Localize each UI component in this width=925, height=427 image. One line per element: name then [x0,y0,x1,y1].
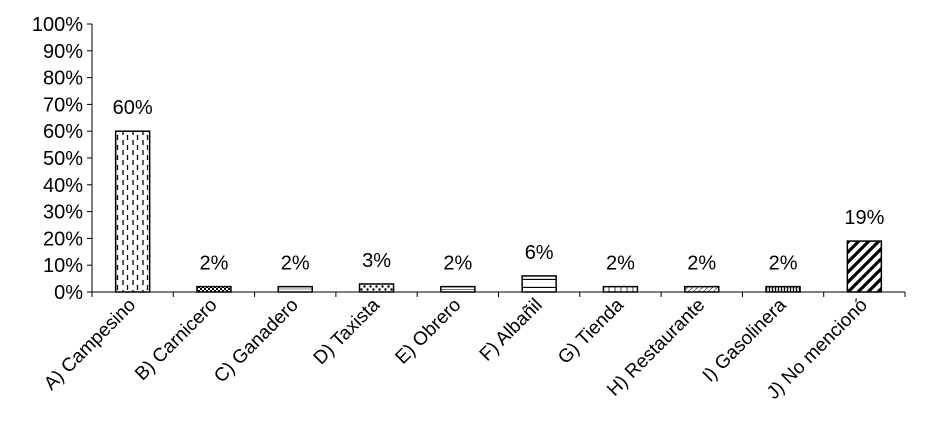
data-label: 19% [844,207,884,229]
bar-6 [521,275,557,293]
y-tick-label: 80% [43,68,83,90]
bar-1 [114,130,151,293]
category-label: G) Tienda [554,294,628,368]
y-tick-label: 60% [43,121,83,143]
category-label: F) Albañil [476,295,547,366]
data-label: 2% [769,253,798,275]
bar-2 [196,285,232,293]
y-tick-label: 10% [43,255,83,277]
data-label: 2% [281,253,310,275]
category-label: D) Taxista [310,294,385,369]
y-tick-label: 40% [43,175,83,197]
data-label: 2% [687,253,716,275]
data-label: 2% [443,253,472,275]
bar-8 [684,285,720,293]
y-tick-label: 0% [54,282,83,304]
bar-3 [277,285,313,293]
category-label: C) Ganadero [210,295,303,388]
bar-5 [440,285,476,293]
bar-9 [765,285,801,293]
category-label: I) Gasolinera [699,294,791,386]
y-tick-label: 50% [43,148,83,170]
bar-7 [602,285,639,293]
y-tick-label: 100% [32,14,83,36]
y-tick-label: 30% [43,202,83,224]
category-label: B) Carnicero [131,295,221,385]
data-label: 60% [113,97,153,119]
y-tick-label: 70% [43,94,83,116]
data-label: 6% [525,242,554,264]
bar-4 [358,283,395,293]
bar-10 [846,240,883,293]
data-label: 2% [606,253,635,275]
y-tick-label: 20% [43,228,83,250]
y-tick-label: 90% [43,41,83,63]
data-label: 2% [199,253,228,275]
data-label: 3% [362,250,391,272]
category-label: A) Campesino [40,295,140,395]
category-label: E) Obrero [392,295,466,369]
